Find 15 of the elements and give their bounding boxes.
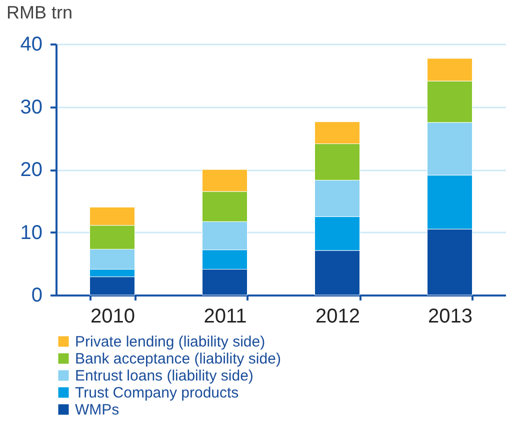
legend-label: Entrust loans (liability side) (75, 368, 254, 384)
x-tick-label: 2011 (204, 306, 247, 328)
x-tick-label: 2013 (428, 306, 472, 328)
legend-label: Private lending (liability side) (75, 334, 266, 350)
y-tick-label: 40 (20, 34, 42, 56)
y-tick-label: 0 (31, 284, 42, 306)
y-tick-label: 30 (20, 96, 42, 118)
x-tick-label: 2012 (316, 306, 360, 328)
legend-label: Bank acceptance (liability side) (75, 350, 281, 368)
y-axis-title: RMB trn (6, 2, 73, 22)
legend-label: WMPs (75, 402, 120, 418)
legend-label: Trust Company products (75, 384, 239, 402)
x-tick-label: 2010 (90, 306, 135, 328)
y-tick-label: 10 (20, 222, 42, 244)
y-tick-label: 20 (20, 159, 42, 181)
